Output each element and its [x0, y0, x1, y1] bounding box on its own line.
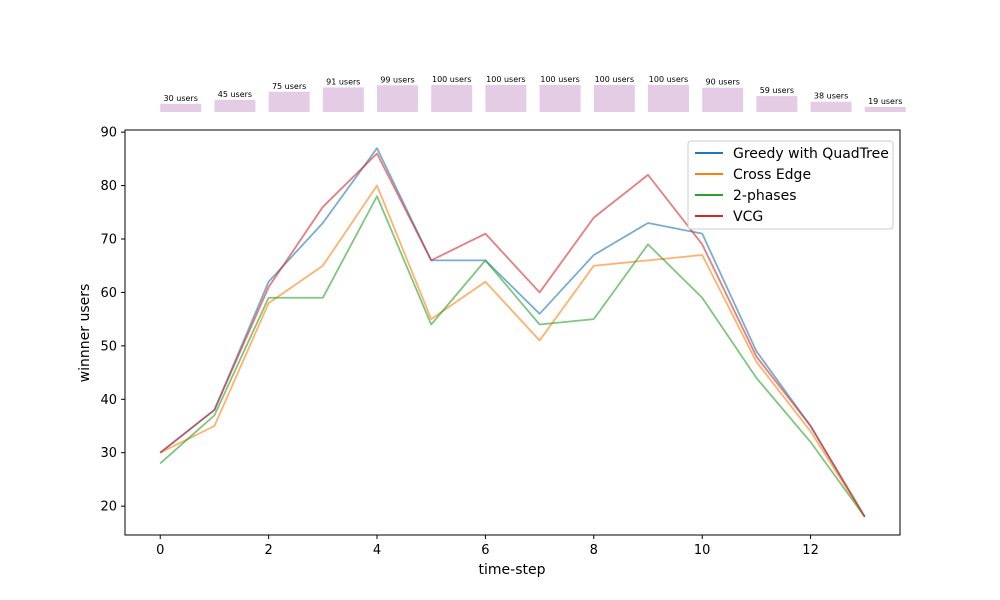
- x-tick-label: 12: [802, 543, 819, 558]
- series-layer: [159, 147, 866, 518]
- y-tick-label: 40: [100, 393, 117, 408]
- x-tick-label: 2: [264, 543, 272, 558]
- user-bar: [214, 99, 256, 112]
- y-tick-label: 50: [100, 339, 117, 354]
- user-bar: [268, 91, 310, 112]
- user-bar: [431, 85, 473, 112]
- series-line-2: [159, 184, 866, 518]
- x-tick-label: 6: [481, 543, 489, 558]
- legend-label-4: VCG: [733, 209, 763, 225]
- user-bar: [593, 85, 635, 112]
- y-tick-label: 90: [100, 126, 117, 141]
- user-bar: [702, 87, 744, 112]
- x-tick-label: 0: [156, 543, 164, 558]
- user-bar-label: 75 users: [272, 82, 306, 91]
- user-bar: [647, 85, 689, 112]
- y-tick-label: 20: [100, 500, 117, 515]
- y-tick-label: 30: [100, 446, 117, 461]
- y-axis: 20 30 40 50 60 70 80 90: [100, 126, 125, 515]
- legend-label-3: 2-phases: [733, 188, 797, 204]
- user-bar-label: 30 users: [164, 94, 198, 103]
- y-tick-label: 60: [100, 286, 117, 301]
- user-bar-label: 91 users: [326, 77, 360, 86]
- x-axis-label: time-step: [479, 562, 546, 578]
- user-bar-label: 38 users: [814, 92, 848, 101]
- x-tick-label: 10: [694, 543, 711, 558]
- user-bar: [322, 87, 364, 112]
- legend: Greedy with QuadTree Cross Edge 2-phases VC…: [687, 140, 894, 230]
- x-axis: 0 2 4 6 8 10 12: [156, 535, 819, 558]
- user-bar: [756, 96, 798, 112]
- plot-area: [124, 129, 901, 536]
- series-line-4: [159, 152, 866, 518]
- series-line-3: [159, 195, 866, 518]
- user-bar-label: 100 users: [649, 75, 688, 84]
- user-bar-label: 99 users: [380, 75, 414, 84]
- x-tick-label: 4: [373, 543, 381, 558]
- legend-label-1: Greedy with QuadTree: [733, 146, 889, 162]
- legend-box: [687, 140, 894, 230]
- y-tick-label: 80: [100, 179, 117, 194]
- series-line-1: [159, 147, 866, 518]
- user-bar-label: 100 users: [595, 75, 634, 84]
- user-bar: [539, 85, 581, 112]
- y-tick-label: 70: [100, 232, 117, 247]
- user-bar-label: 100 users: [540, 75, 579, 84]
- user-bar-label: 100 users: [486, 75, 525, 84]
- user-bar-label: 45 users: [218, 90, 252, 99]
- user-bar: [485, 85, 527, 112]
- user-bar: [160, 103, 202, 112]
- user-bar-label: 19 users: [868, 97, 902, 106]
- legend-label-2: Cross Edge: [733, 167, 811, 183]
- user-bar-label: 100 users: [432, 75, 471, 84]
- user-bar: [377, 85, 419, 112]
- user-count-bars: 30 users 45 users 75 users 91 users 99 users…: [160, 75, 906, 112]
- y-axis-label: winnner users: [77, 284, 93, 383]
- x-tick-label: 8: [590, 543, 598, 558]
- user-bar: [864, 106, 906, 112]
- user-bar: [810, 101, 852, 112]
- user-bar-label: 59 users: [760, 86, 794, 95]
- user-bar-label: 90 users: [706, 78, 740, 87]
